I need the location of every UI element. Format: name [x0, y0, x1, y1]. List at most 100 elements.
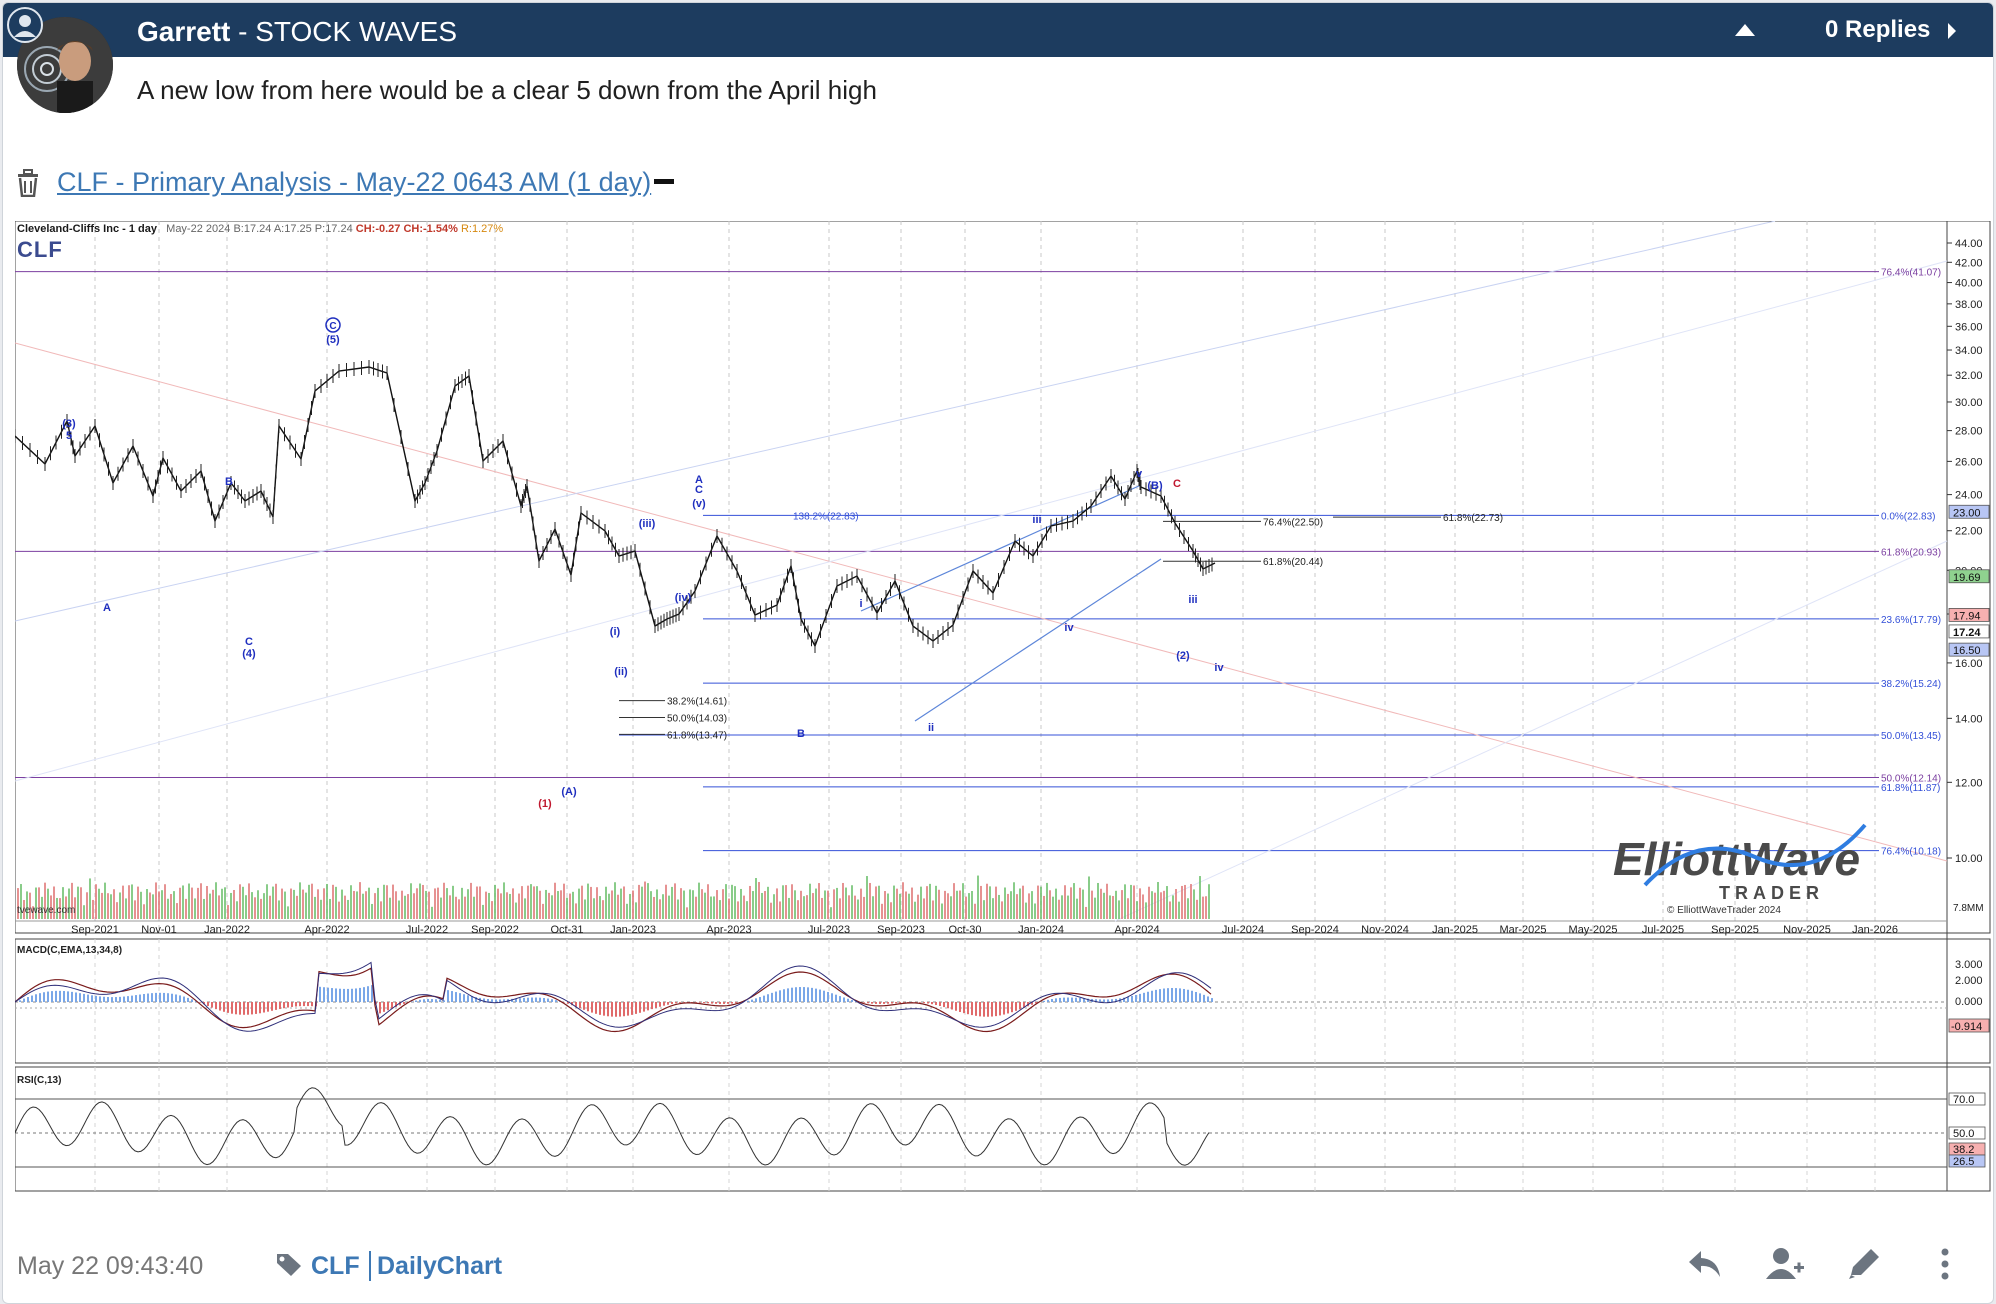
date-tick-label: Jul-2022	[406, 924, 448, 936]
volume-bar	[224, 887, 226, 919]
volume-bar	[338, 901, 340, 919]
macd-histogram-bar	[919, 1002, 921, 1003]
macd-histogram-bar	[639, 1002, 641, 1013]
macd-histogram-bar	[539, 997, 541, 1002]
volume-bar	[482, 904, 484, 919]
volume-bar	[851, 885, 853, 919]
trendline	[15, 221, 1776, 622]
volume-bar	[320, 899, 322, 919]
macd-histogram-bar	[735, 1002, 737, 1004]
macd-histogram-bar	[299, 1002, 301, 1007]
collapse-caret-icon[interactable]	[1728, 17, 1762, 43]
volume-bar	[1007, 893, 1009, 919]
volume-bar	[443, 882, 445, 919]
price-tick-label: 42.00	[1955, 257, 1983, 269]
volume-bar	[212, 889, 214, 919]
macd-histogram-bar	[667, 1002, 669, 1005]
logo-swoosh	[1643, 823, 1867, 887]
volume-bar	[1073, 883, 1075, 919]
macd-histogram-bar	[619, 1002, 621, 1017]
macd-histogram-bar	[715, 1002, 717, 1004]
volume-bar	[368, 887, 370, 919]
date-tick-label: Jul-2025	[1642, 924, 1684, 936]
volume-bar	[614, 882, 616, 919]
analysis-link[interactable]: CLF - Primary Analysis - May-22 0643 AM …	[57, 167, 652, 197]
add-user-icon[interactable]	[1765, 1245, 1805, 1283]
wave-label: (iii)	[639, 518, 656, 530]
tag-clf[interactable]: CLF	[311, 1252, 360, 1280]
macd-histogram-bar	[1019, 1002, 1021, 1010]
macd-histogram-bar	[803, 987, 805, 1002]
volume-bar	[560, 890, 562, 919]
macd-histogram-bar	[1071, 997, 1073, 1002]
macd-histogram-bar	[295, 1002, 297, 1007]
volume-bar	[1070, 887, 1072, 919]
date-tick-label: Sep-2021	[71, 924, 119, 936]
chevron-right-icon[interactable]	[1946, 21, 1960, 41]
volume-bar	[707, 884, 709, 919]
volume-bar	[410, 883, 412, 919]
volume-bar	[815, 888, 817, 919]
collapse-chart-button[interactable]	[654, 179, 674, 184]
volume-bar	[326, 883, 328, 919]
volume-bar	[998, 894, 1000, 919]
volume-bar	[839, 898, 841, 919]
volume-bar	[941, 903, 943, 919]
macd-histogram-bar	[903, 1002, 905, 1003]
macd-histogram-bar	[499, 999, 501, 1002]
macd-histogram-bar	[967, 1002, 969, 1015]
volume-bar	[548, 892, 550, 919]
price-tick-label: 14.00	[1955, 713, 1983, 725]
macd-histogram-bar	[939, 1002, 941, 1006]
volume-bar	[92, 899, 94, 919]
volume-bar	[845, 887, 847, 919]
trendline	[1114, 540, 1948, 922]
macd-histogram-bar	[1015, 1002, 1017, 1011]
replies-count[interactable]: 0 Replies	[1825, 16, 1931, 43]
price-pane	[15, 221, 1991, 934]
trash-icon[interactable]	[15, 169, 41, 197]
macd-histogram-bar	[1099, 999, 1101, 1002]
volume-bar	[1115, 890, 1117, 919]
macd-histogram-bar	[283, 1002, 285, 1009]
volume-bar	[296, 895, 298, 919]
volume-bar	[227, 905, 229, 919]
macd-histogram-bar	[583, 1002, 585, 1010]
volume-bar	[1004, 887, 1006, 919]
tag-dailychart[interactable]: DailyChart	[377, 1252, 503, 1280]
chart-quote-line: Cleveland-Cliffs Inc - 1 day May-22 2024…	[17, 223, 503, 235]
macd-histogram-bar	[579, 1002, 581, 1009]
volume-bar	[779, 901, 781, 919]
volume-bar	[32, 906, 34, 919]
macd-histogram-bar	[363, 987, 365, 1002]
volume-bar	[671, 886, 673, 919]
price-tick-label: 30.00	[1955, 397, 1983, 409]
volume-bar	[1166, 886, 1168, 919]
volume-bar	[797, 900, 799, 919]
volume-bar	[806, 895, 808, 919]
volume-bar	[905, 891, 907, 919]
macd-histogram-bar	[191, 999, 193, 1002]
pencil-icon[interactable]	[1845, 1245, 1885, 1283]
macd-histogram-bar	[1139, 993, 1141, 1002]
volume-bar	[974, 903, 976, 919]
volume-bar	[179, 887, 181, 919]
volume-bar	[440, 897, 442, 919]
macd-histogram-bar	[719, 1002, 721, 1004]
reply-icon[interactable]	[1685, 1245, 1725, 1283]
volume-bar	[494, 884, 496, 919]
volume-bar	[452, 885, 454, 919]
volume-bar	[866, 876, 868, 919]
volume-bar	[386, 885, 388, 919]
macd-histogram-bar	[819, 989, 821, 1002]
post-author[interactable]: Garrett - STOCK WAVES	[137, 16, 457, 47]
volume-bar	[236, 901, 238, 919]
volume-bar	[1208, 884, 1210, 919]
macd-histogram-bar	[1143, 992, 1145, 1002]
volume-bar	[188, 883, 190, 919]
macd-histogram-bar	[883, 1002, 885, 1004]
avatar[interactable]	[17, 17, 113, 113]
more-vertical-icon[interactable]	[1925, 1245, 1965, 1283]
wave-label: iii	[1032, 514, 1041, 526]
macd-histogram-bar	[159, 992, 161, 1002]
